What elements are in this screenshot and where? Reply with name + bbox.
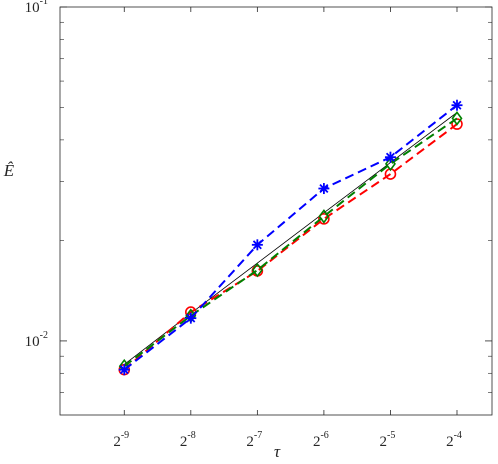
axes-box (59, 6, 493, 416)
marker-circle (318, 213, 330, 225)
marker-diamond (251, 262, 263, 278)
marker-diamond (384, 156, 396, 172)
x-axis-label: τ (274, 442, 281, 461)
x-tick-label: 2-6 (313, 430, 329, 450)
x-tick-label: 2-7 (246, 430, 262, 450)
y-tick-label: 10-2 (25, 330, 48, 350)
asterisk-stroke (319, 184, 329, 194)
marker-diamond (318, 209, 330, 224)
marker-asterisk (318, 183, 330, 195)
plot-area (60, 7, 492, 415)
marker-asterisk (118, 364, 130, 376)
y-tick-label: 10-1 (25, 0, 48, 16)
x-tick-label: 2-5 (380, 430, 396, 450)
axes (59, 6, 493, 416)
series-layer (118, 99, 463, 376)
asterisk-stroke (385, 152, 395, 162)
asterisk-stroke (252, 240, 262, 250)
marker-asterisk (185, 312, 197, 324)
asterisk-stroke (186, 313, 196, 323)
x-tick-label: 2-8 (180, 430, 196, 450)
marker-asterisk (451, 99, 463, 111)
asterisk-stroke (452, 100, 462, 110)
asterisk-stroke (119, 365, 129, 375)
plot-background (60, 7, 492, 415)
tick-labels: 2-9 2-8 2-7 2-6 2-5 2-4 10-2 10-1 (25, 0, 462, 450)
series-line-1 (123, 104, 458, 371)
marker-asterisk (384, 151, 396, 163)
y-axis-label: Ê (3, 161, 15, 180)
x-tick-label: 2-4 (446, 430, 462, 450)
x-tick-label: 2-9 (113, 430, 129, 450)
marker-diamond (451, 111, 463, 126)
series-line-0 (123, 123, 458, 371)
marker-asterisk (251, 239, 263, 251)
